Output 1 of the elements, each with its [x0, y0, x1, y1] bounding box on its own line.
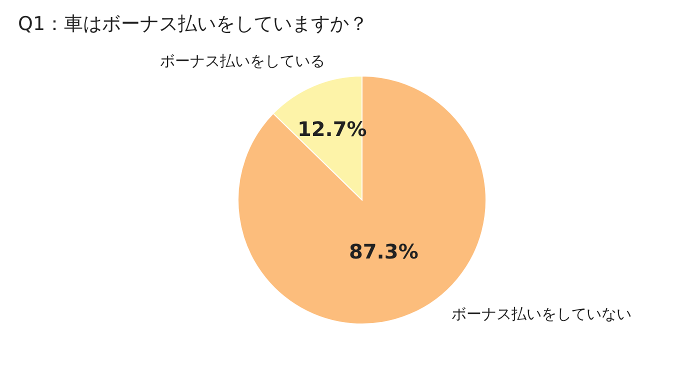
title: Q1：車はボーナス払いをしていますか？	[18, 13, 368, 35]
